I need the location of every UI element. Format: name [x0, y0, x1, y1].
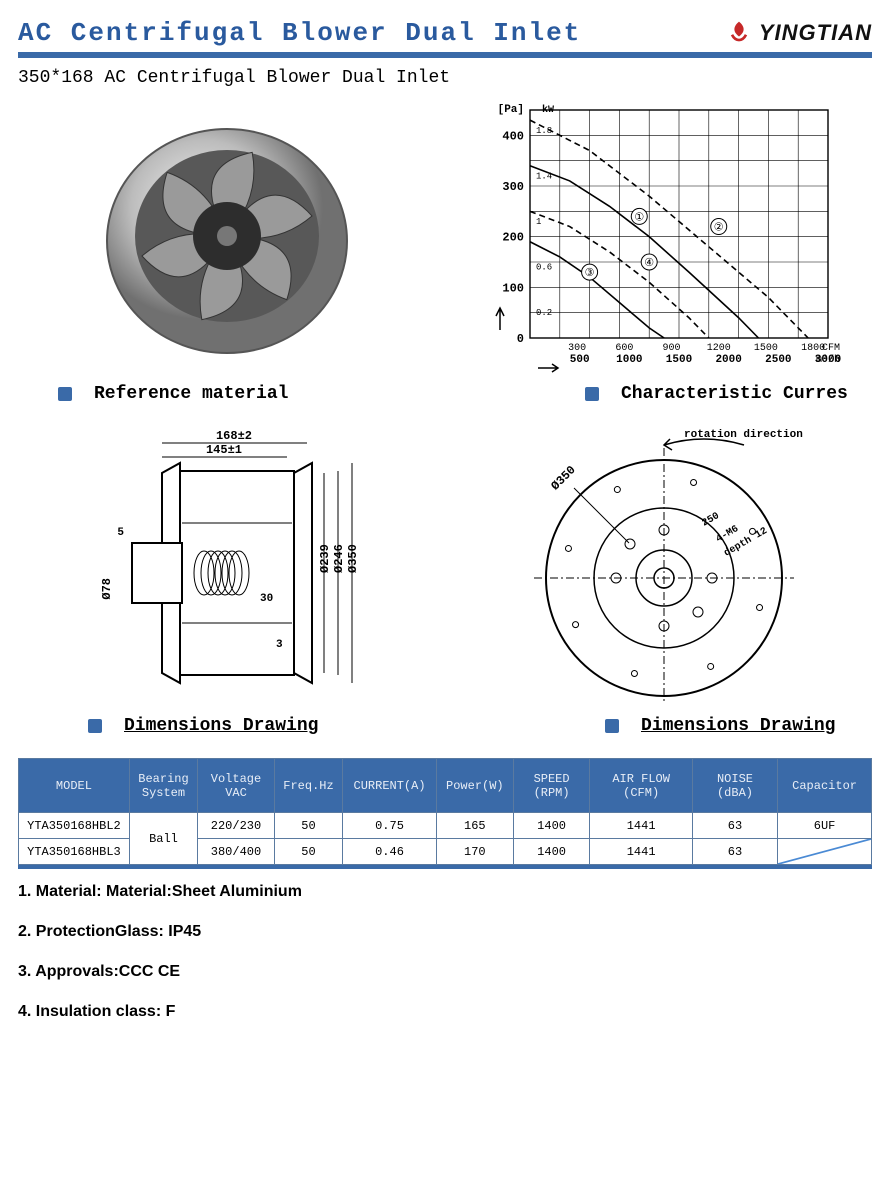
- svg-text:②: ②: [713, 222, 723, 235]
- note-item: 2. ProtectionGlass: IP45: [18, 923, 872, 941]
- caption-dim-right: Dimensions Drawing: [455, 716, 872, 736]
- svg-text:3: 3: [276, 639, 283, 651]
- svg-text:1200: 1200: [706, 343, 730, 354]
- svg-text:2000: 2000: [715, 354, 741, 366]
- side-dimension-drawing: 168±2145±1 5 Ø78 30 3 Ø239Ø246Ø350: [18, 418, 435, 708]
- svg-text:168±2: 168±2: [215, 429, 251, 443]
- table-cell: 50: [274, 813, 342, 839]
- table-cell: 1400: [513, 839, 590, 865]
- bullet-icon: [58, 387, 72, 401]
- bullet-icon: [605, 719, 619, 733]
- svg-text:③: ③: [584, 267, 594, 280]
- svg-text:600: 600: [615, 343, 633, 354]
- table-cell: YTA350168HBL3: [19, 839, 130, 865]
- characteristic-chart: 0100200300400[Pa]kW0.20.611.41.850010001…: [455, 96, 872, 376]
- svg-text:①: ①: [634, 211, 644, 224]
- table-cell: 165: [436, 813, 513, 839]
- table-cell-empty-diag: [778, 839, 872, 865]
- svg-text:300: 300: [502, 180, 524, 194]
- table-row: YTA350168HBL2Ball220/230500.751651400144…: [19, 813, 872, 839]
- table-cell: Ball: [129, 813, 197, 865]
- table-cell: YTA350168HBL2: [19, 813, 130, 839]
- table-header-cell: Capacitor: [778, 759, 872, 813]
- table-cell: 1441: [590, 839, 692, 865]
- front-dimension-drawing: rotation directionØ3502504-M6depth 12: [455, 418, 872, 708]
- caption-ref-material: Reference material: [18, 384, 435, 404]
- svg-text:0.2: 0.2: [536, 308, 552, 318]
- svg-text:1500: 1500: [753, 343, 777, 354]
- table-header-cell: CURRENT(A): [343, 759, 437, 813]
- table-bottom-divider: [18, 865, 872, 869]
- table-header-cell: NOISE(dBA): [692, 759, 777, 813]
- caption-dim-left-text: Dimensions Drawing: [124, 716, 318, 736]
- bullet-icon: [88, 719, 102, 733]
- bullet-icon: [585, 387, 599, 401]
- svg-text:400: 400: [502, 129, 524, 143]
- svg-text:0.6: 0.6: [536, 263, 552, 273]
- caption-ref-material-text: Reference material: [94, 384, 288, 404]
- svg-text:1000: 1000: [616, 354, 642, 366]
- header: AC Centrifugal Blower Dual Inlet YINGTIA…: [18, 18, 872, 48]
- table-header-cell: Power(W): [436, 759, 513, 813]
- svg-text:1500: 1500: [665, 354, 691, 366]
- svg-text:Ø246: Ø246: [332, 544, 346, 573]
- brand: YINGTIAN: [725, 19, 872, 47]
- caption-char-curves-text: Characteristic Curres: [621, 384, 848, 404]
- product-photo: [18, 96, 435, 376]
- svg-text:900: 900: [662, 343, 680, 354]
- subtitle: 350*168 AC Centrifugal Blower Dual Inlet: [18, 68, 872, 88]
- table-header-cell: VoltageVAC: [198, 759, 275, 813]
- svg-text:m³/h: m³/h: [815, 354, 839, 366]
- svg-text:Ø239: Ø239: [318, 544, 332, 573]
- note-item: 4. Insulation class: F: [18, 1003, 872, 1021]
- svg-text:5: 5: [117, 527, 124, 539]
- svg-text:200: 200: [502, 231, 524, 245]
- table-header-cell: BearingSystem: [129, 759, 197, 813]
- table-cell: 170: [436, 839, 513, 865]
- svg-text:2500: 2500: [765, 354, 791, 366]
- table-cell: 1400: [513, 813, 590, 839]
- svg-text:Ø78: Ø78: [100, 578, 114, 600]
- svg-text:145±1: 145±1: [205, 443, 241, 457]
- table-cell: 220/230: [198, 813, 275, 839]
- svg-text:500: 500: [569, 354, 589, 366]
- table-cell: 380/400: [198, 839, 275, 865]
- caption-dim-right-text: Dimensions Drawing: [641, 716, 835, 736]
- table-cell: 63: [692, 839, 777, 865]
- svg-text:30: 30: [260, 593, 273, 605]
- note-item: 3. Approvals:CCC CE: [18, 963, 872, 981]
- svg-text:CFM: CFM: [821, 343, 839, 354]
- brand-logo-icon: [725, 19, 753, 47]
- row-drawings: 168±2145±1 5 Ø78 30 3 Ø239Ø246Ø350 Dimensions…: [18, 418, 872, 750]
- svg-text:④: ④: [644, 257, 654, 270]
- table-cell: 0.46: [343, 839, 437, 865]
- svg-text:1: 1: [536, 217, 541, 227]
- table-cell: 63: [692, 813, 777, 839]
- page-title: AC Centrifugal Blower Dual Inlet: [18, 18, 581, 48]
- table-header-cell: MODEL: [19, 759, 130, 813]
- caption-dim-left: Dimensions Drawing: [18, 716, 435, 736]
- table-cell: 0.75: [343, 813, 437, 839]
- table-header-cell: Freq.Hz: [274, 759, 342, 813]
- svg-text:Ø350: Ø350: [346, 544, 360, 573]
- svg-text:300: 300: [568, 343, 586, 354]
- brand-text: YINGTIAN: [759, 20, 872, 46]
- table-cell: 50: [274, 839, 342, 865]
- note-item: 1. Material: Material:Sheet Aluminium: [18, 883, 872, 901]
- svg-text:0: 0: [516, 332, 523, 346]
- spec-table: MODELBearingSystemVoltageVACFreq.HzCURRE…: [18, 758, 872, 865]
- table-cell: 6UF: [778, 813, 872, 839]
- header-divider: [18, 52, 872, 58]
- table-header-row: MODELBearingSystemVoltageVACFreq.HzCURRE…: [19, 759, 872, 813]
- table-header-cell: SPEED(RPM): [513, 759, 590, 813]
- table-header-cell: AIR FLOW(CFM): [590, 759, 692, 813]
- row-photo-chart: Reference material 0 100 200 300 400 [Pa] kW 0.…: [18, 96, 872, 418]
- caption-char-curves: Characteristic Curres: [455, 384, 872, 404]
- notes-list: 1. Material: Material:Sheet Aluminium 2. …: [18, 883, 872, 1021]
- svg-text:100: 100: [502, 281, 524, 295]
- table-cell: 1441: [590, 813, 692, 839]
- svg-text:kW: kW: [542, 104, 554, 116]
- svg-text:[Pa]: [Pa]: [497, 104, 523, 116]
